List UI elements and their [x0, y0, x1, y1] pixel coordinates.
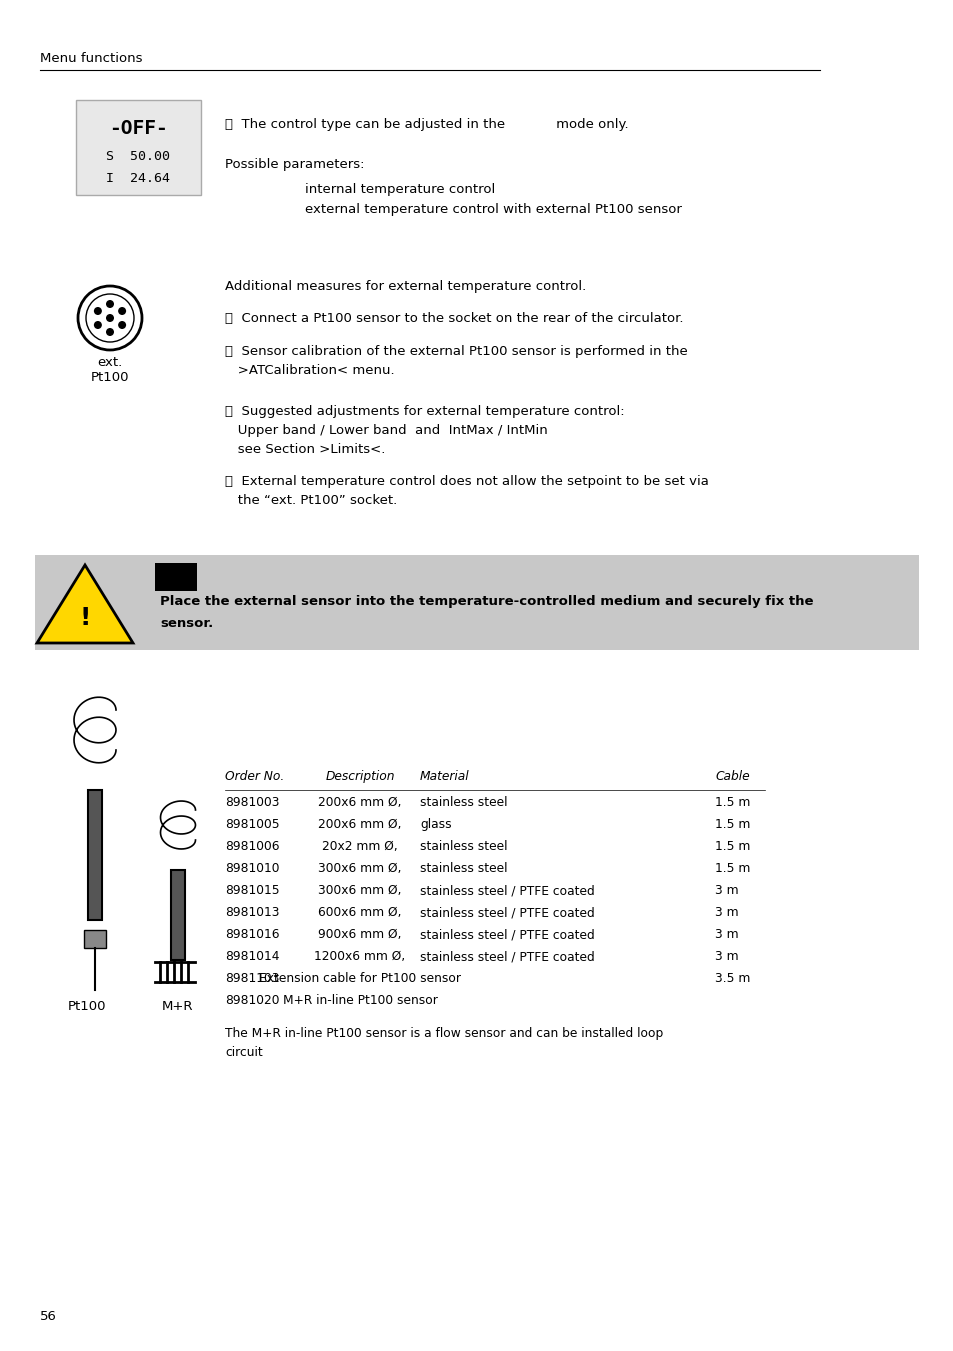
Text: Pt100: Pt100	[91, 372, 129, 384]
Text: stainless steel / PTFE coated: stainless steel / PTFE coated	[419, 884, 594, 897]
Text: ext.: ext.	[97, 357, 123, 369]
Text: 8981006: 8981006	[225, 840, 279, 852]
Text: 8981010: 8981010	[225, 862, 279, 875]
Text: ⓘ  Suggested adjustments for external temperature control:
   Upper band / Lower: ⓘ Suggested adjustments for external tem…	[225, 405, 624, 457]
Text: stainless steel / PTFE coated: stainless steel / PTFE coated	[419, 928, 594, 942]
Text: 300x6 mm Ø,: 300x6 mm Ø,	[318, 862, 401, 875]
Text: Additional measures for external temperature control.: Additional measures for external tempera…	[225, 280, 586, 293]
Text: sensor.: sensor.	[160, 617, 213, 630]
Text: 1200x6 mm Ø,: 1200x6 mm Ø,	[314, 950, 405, 963]
Text: 1.5 m: 1.5 m	[714, 796, 750, 809]
Text: 8981014: 8981014	[225, 950, 279, 963]
Text: -OFF-: -OFF-	[109, 119, 168, 138]
Text: Possible parameters:: Possible parameters:	[225, 158, 364, 172]
Text: stainless steel: stainless steel	[419, 862, 507, 875]
Circle shape	[106, 328, 113, 336]
Text: 600x6 mm Ø,: 600x6 mm Ø,	[318, 907, 401, 919]
Text: internal temperature control: internal temperature control	[305, 182, 495, 196]
Text: ⓘ  Sensor calibration of the external Pt100 sensor is performed in the
   >ATCal: ⓘ Sensor calibration of the external Pt1…	[225, 345, 687, 377]
Text: Pt100: Pt100	[68, 1000, 107, 1013]
Text: ⓘ  The control type can be adjusted in the            mode only.: ⓘ The control type can be adjusted in th…	[225, 118, 628, 131]
Circle shape	[118, 307, 126, 315]
Text: 8981005: 8981005	[225, 817, 279, 831]
Text: 3 m: 3 m	[714, 928, 738, 942]
Text: 1.5 m: 1.5 m	[714, 862, 750, 875]
Text: stainless steel / PTFE coated: stainless steel / PTFE coated	[419, 950, 594, 963]
Text: 8981016: 8981016	[225, 928, 279, 942]
Text: M+R: M+R	[162, 1000, 193, 1013]
Text: glass: glass	[419, 817, 451, 831]
Text: !: !	[79, 607, 91, 630]
Text: ⓘ  Connect a Pt100 sensor to the socket on the rear of the circulator.: ⓘ Connect a Pt100 sensor to the socket o…	[225, 312, 682, 326]
FancyBboxPatch shape	[35, 555, 918, 650]
Circle shape	[93, 307, 102, 315]
Text: Order No.: Order No.	[225, 770, 284, 784]
Text: 3.5 m: 3.5 m	[714, 971, 750, 985]
Text: 200x6 mm Ø,: 200x6 mm Ø,	[318, 817, 401, 831]
Text: Material: Material	[419, 770, 469, 784]
Text: 3 m: 3 m	[714, 884, 738, 897]
Text: 900x6 mm Ø,: 900x6 mm Ø,	[318, 928, 401, 942]
Text: Place the external sensor into the temperature-controlled medium and securely fi: Place the external sensor into the tempe…	[160, 594, 813, 608]
FancyBboxPatch shape	[154, 563, 196, 590]
Circle shape	[106, 300, 113, 308]
Text: 8981103: 8981103	[225, 971, 279, 985]
Text: I  24.64: I 24.64	[107, 172, 171, 185]
FancyBboxPatch shape	[84, 929, 106, 948]
Text: 8981015: 8981015	[225, 884, 279, 897]
Circle shape	[93, 322, 102, 330]
FancyBboxPatch shape	[88, 790, 102, 920]
Text: Menu functions: Menu functions	[40, 51, 142, 65]
Text: 8981003: 8981003	[225, 796, 279, 809]
Text: 56: 56	[40, 1310, 57, 1323]
Text: 8981013: 8981013	[225, 907, 279, 919]
Text: ⓘ  External temperature control does not allow the setpoint to be set via
   the: ⓘ External temperature control does not …	[225, 476, 708, 507]
Text: external temperature control with external Pt100 sensor: external temperature control with extern…	[305, 203, 681, 216]
Text: 1.5 m: 1.5 m	[714, 817, 750, 831]
Text: M+R in-line Pt100 sensor: M+R in-line Pt100 sensor	[282, 994, 437, 1006]
Text: 300x6 mm Ø,: 300x6 mm Ø,	[318, 884, 401, 897]
Circle shape	[118, 322, 126, 330]
Text: 3 m: 3 m	[714, 950, 738, 963]
Circle shape	[106, 313, 113, 322]
Text: Description: Description	[325, 770, 395, 784]
Text: stainless steel / PTFE coated: stainless steel / PTFE coated	[419, 907, 594, 919]
Text: 20x2 mm Ø,: 20x2 mm Ø,	[322, 840, 397, 852]
FancyBboxPatch shape	[171, 870, 185, 961]
Polygon shape	[37, 565, 132, 643]
Text: Cable: Cable	[714, 770, 749, 784]
Text: 3 m: 3 m	[714, 907, 738, 919]
Text: The M+R in-line Pt100 sensor is a flow sensor and can be installed loop
circuit: The M+R in-line Pt100 sensor is a flow s…	[225, 1027, 662, 1059]
Text: 1.5 m: 1.5 m	[714, 840, 750, 852]
FancyBboxPatch shape	[76, 100, 201, 195]
Text: stainless steel: stainless steel	[419, 840, 507, 852]
Text: S  50.00: S 50.00	[107, 150, 171, 163]
Text: 200x6 mm Ø,: 200x6 mm Ø,	[318, 796, 401, 809]
Text: Extension cable for Pt100 sensor: Extension cable for Pt100 sensor	[258, 971, 460, 985]
Text: stainless steel: stainless steel	[419, 796, 507, 809]
Text: 8981020: 8981020	[225, 994, 279, 1006]
